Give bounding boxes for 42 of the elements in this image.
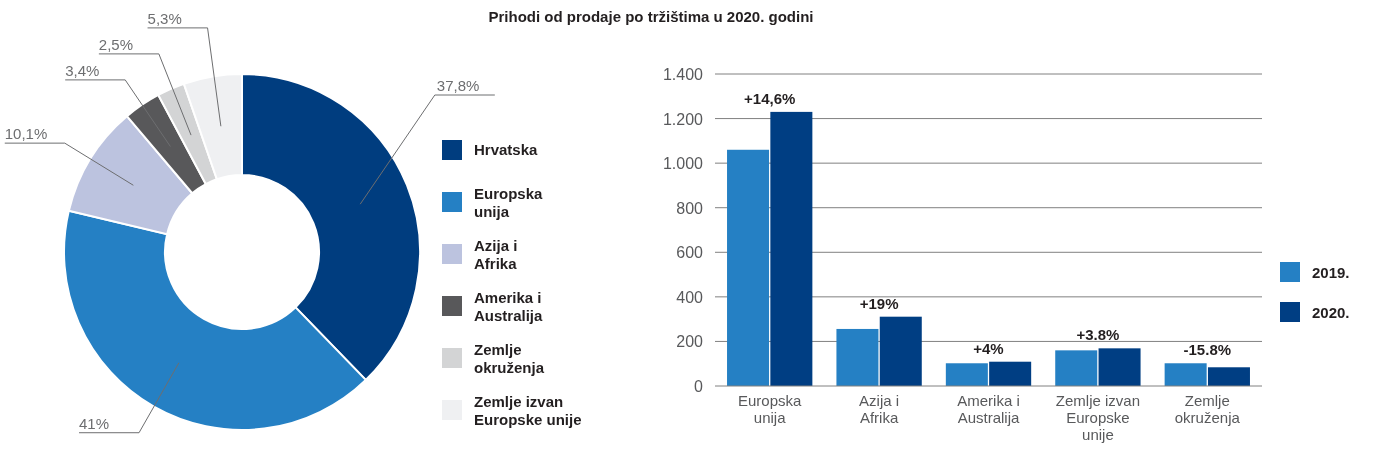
x-tick-label: Azija i Afrika	[859, 392, 900, 426]
bar	[1055, 350, 1098, 386]
y-tick-label: 400	[676, 288, 704, 306]
x-tick-label: Amerika i Australija	[957, 392, 1020, 426]
legend-label: Zemlje okruženja	[474, 341, 545, 376]
data-label: 37,8%	[436, 77, 480, 94]
bar	[1207, 367, 1250, 386]
y-tick-label: 1.000	[662, 155, 704, 173]
annotation: +19%	[859, 294, 899, 312]
bar	[836, 328, 879, 386]
annotation: +4%	[973, 339, 1004, 357]
legend-label: 2019.	[1312, 264, 1350, 281]
legend-label: 2020.	[1312, 304, 1350, 321]
bar	[770, 111, 813, 386]
x-tick-label: Zemlje okruženja	[1174, 392, 1241, 426]
y-tick-label: 800	[676, 199, 704, 217]
bar	[727, 149, 770, 386]
chart-title: Prihodi od prodaje po tržištima u 2020. godini	[488, 8, 814, 25]
bar	[945, 363, 988, 386]
data-label: 2,5%	[98, 35, 134, 53]
y-tick-label: 600	[676, 244, 704, 262]
data-label: 5,3%	[147, 9, 182, 27]
bar	[879, 316, 922, 386]
data-label: 41%	[79, 414, 110, 432]
x-tick-label: Europska unija	[738, 392, 803, 426]
x-tick-label: Zemlje izvan Europske unije	[1055, 392, 1140, 443]
bar	[1164, 363, 1207, 386]
annotation: +14,6%	[744, 89, 796, 107]
bar	[1098, 348, 1141, 386]
y-tick-label: 0	[694, 378, 704, 395]
legend-label: Amerika i Australija	[474, 289, 544, 324]
data-label: 3,4%	[65, 61, 100, 79]
legend-label: Hrvatska	[474, 141, 539, 158]
legend-label: Azija i Afrika	[474, 237, 518, 272]
annotation: -15.8%	[1183, 341, 1232, 359]
legend-label: Europska unija	[474, 185, 544, 220]
data-label: 10,1%	[4, 125, 48, 143]
annotation: +3.8%	[1076, 326, 1120, 344]
y-tick-label: 200	[676, 333, 704, 351]
y-tick-label: 1.200	[662, 110, 704, 128]
y-tick-label: 1.400	[662, 66, 704, 83]
bar	[989, 361, 1032, 386]
